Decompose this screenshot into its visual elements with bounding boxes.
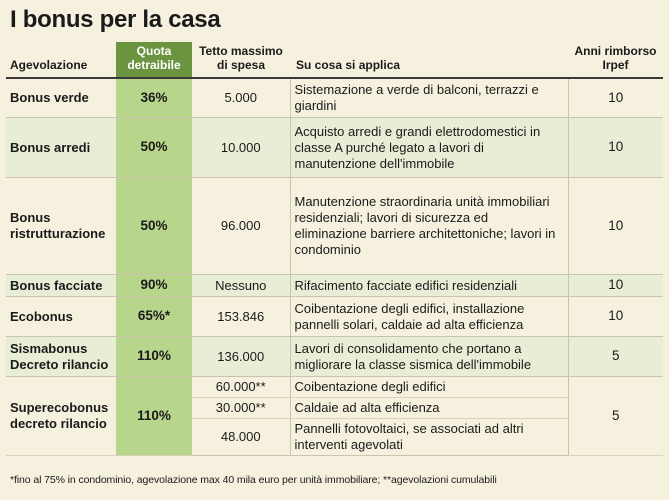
- row-quota: 110%: [116, 336, 192, 378]
- page-title: I bonus per la casa: [10, 6, 221, 33]
- row-desc: Rifacimento facciate edifici residenzial…: [289, 274, 568, 298]
- table-header-row: Agevolazione Quota detraibile Tetto mass…: [6, 42, 663, 79]
- row-quota: 90%: [116, 274, 192, 298]
- table-subrow: 30.000** Caldaie ad alta efficienza: [6, 397, 663, 419]
- header-anni: Anni rimborso Irpef: [568, 42, 663, 79]
- bonus-table: Agevolazione Quota detraibile Tetto mass…: [6, 42, 663, 456]
- footnote: *fino al 75% in condominio, agevolazione…: [10, 474, 497, 486]
- table-row: Bonus ristrutturazione 50% 96.000 Manute…: [6, 177, 663, 276]
- row-desc: Caldaie ad alta efficienza: [289, 397, 568, 419]
- table-row: Sismabonus Decreto rilancio 110% 136.000…: [6, 336, 663, 378]
- row-name: Superecobonus decreto rilancio: [6, 376, 116, 456]
- row-desc: Manutenzione straordinaria unità immobil…: [289, 177, 568, 276]
- row-desc: Coibentazione degli edifici: [289, 376, 568, 398]
- row-quota: 50%: [116, 177, 192, 276]
- table-row: Ecobonus 65%* 153.846 Coibentazione degl…: [6, 296, 663, 338]
- row-anni: 10: [567, 177, 663, 276]
- header-tetto: Tetto massimo di spesa: [192, 42, 290, 79]
- table-subrow: 48.000 Pannelli fotovoltaici, se associa…: [6, 418, 663, 456]
- row-tetto: 48.000: [192, 418, 290, 456]
- row-anni: 5: [567, 376, 663, 456]
- row-desc: Lavori di consolidamento che portano a m…: [289, 336, 568, 378]
- table-row: Bonus verde 36% 5.000 Sistemazione a ver…: [6, 77, 663, 119]
- row-anni: 5: [567, 336, 663, 378]
- row-quota: 110%: [116, 376, 192, 456]
- row-anni: 10: [567, 117, 663, 179]
- row-tetto: 5.000: [192, 77, 290, 119]
- table-row: Bonus facciate 90% Nessuno Rifacimento f…: [6, 274, 663, 298]
- header-applica: Su cosa si applica: [290, 42, 568, 79]
- row-tetto: 60.000**: [192, 376, 290, 398]
- row-desc: Pannelli fotovoltaici, se associati ad a…: [289, 418, 568, 456]
- row-tetto: Nessuno: [192, 274, 290, 298]
- row-tetto: 136.000: [192, 336, 290, 378]
- header-quota: Quota detraibile: [116, 42, 192, 79]
- row-name: Bonus verde: [6, 77, 116, 119]
- row-tetto: 96.000: [192, 177, 290, 276]
- row-name: Sismabonus Decreto rilancio: [6, 336, 116, 378]
- row-name: Bonus facciate: [6, 274, 116, 298]
- row-name: Bonus arredi: [6, 117, 116, 179]
- table-row-superecobonus: Superecobonus decreto rilancio 110% 60.0…: [6, 376, 663, 456]
- row-anni: 10: [567, 274, 663, 298]
- row-anni: 10: [567, 77, 663, 119]
- row-name: Bonus ristrutturazione: [6, 177, 116, 276]
- row-quota: 50%: [116, 117, 192, 179]
- row-quota: 36%: [116, 77, 192, 119]
- row-anni: 10: [567, 296, 663, 338]
- row-desc: Sistemazione a verde di balconi, terrazz…: [289, 77, 568, 119]
- row-tetto: 30.000**: [192, 397, 290, 419]
- row-quota: 65%*: [116, 296, 192, 338]
- row-desc: Coibentazione degli edifici, installazio…: [289, 296, 568, 338]
- header-agevolazione: Agevolazione: [6, 42, 116, 79]
- table-row: Bonus arredi 50% 10.000 Acquisto arredi …: [6, 117, 663, 179]
- row-tetto: 10.000: [192, 117, 290, 179]
- row-name: Ecobonus: [6, 296, 116, 338]
- row-tetto: 153.846: [192, 296, 290, 338]
- row-desc: Acquisto arredi e grandi elettrodomestic…: [289, 117, 568, 179]
